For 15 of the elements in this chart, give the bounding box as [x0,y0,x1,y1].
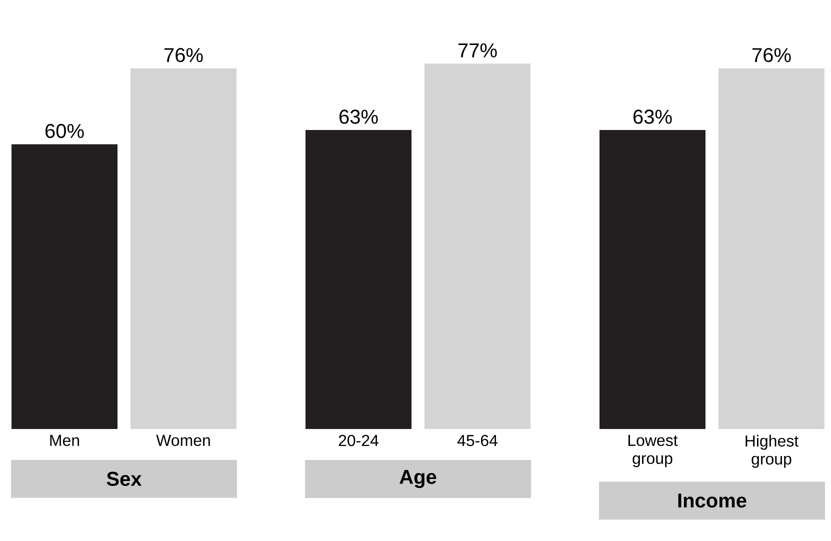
x-axis-title: Age [400,470,436,488]
x-tick-label: Highest group [746,434,798,468]
x-tick-label: Women [156,434,210,446]
data-label: 76% [752,48,791,62]
data-label: 77% [458,43,497,58]
x-tick-label: Lowest group [628,434,678,468]
x-tick-label: Men [50,434,80,446]
x-axis-title: Income [678,494,746,508]
data-label: 63% [340,110,378,124]
x-axis-title: Sex [106,472,142,486]
data-label: 76% [164,48,203,62]
data-label: 60% [46,124,84,138]
data-label: 63% [634,110,672,124]
x-tick-label: 45-64 [457,434,498,446]
x-tick-label: 20-24 [338,434,378,446]
